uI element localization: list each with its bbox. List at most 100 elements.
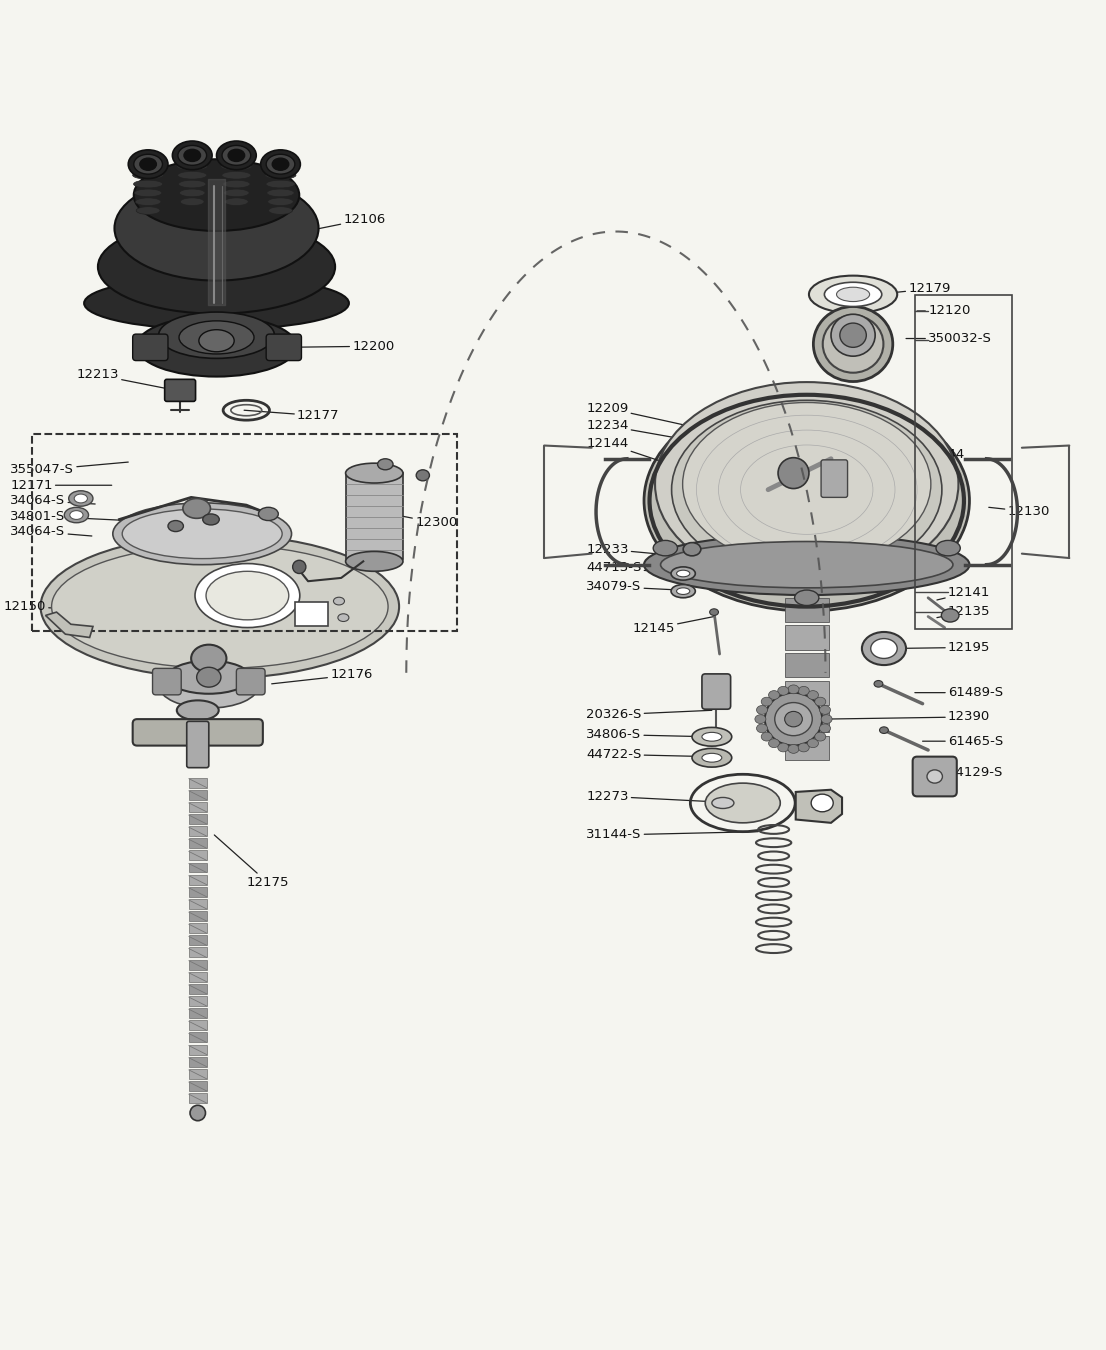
Ellipse shape: [167, 660, 250, 694]
Ellipse shape: [644, 535, 970, 595]
FancyBboxPatch shape: [189, 1008, 207, 1018]
Ellipse shape: [70, 510, 83, 520]
FancyBboxPatch shape: [784, 736, 828, 760]
FancyBboxPatch shape: [189, 936, 207, 945]
Ellipse shape: [135, 198, 160, 205]
Ellipse shape: [927, 769, 942, 783]
FancyBboxPatch shape: [189, 826, 207, 836]
Ellipse shape: [874, 680, 883, 687]
Ellipse shape: [794, 590, 818, 606]
Ellipse shape: [264, 162, 296, 170]
Ellipse shape: [815, 697, 826, 706]
Text: 34064-S: 34064-S: [10, 525, 92, 539]
Text: 355047-S: 355047-S: [10, 462, 128, 477]
Text: 12195: 12195: [889, 641, 990, 653]
Ellipse shape: [64, 508, 88, 522]
Ellipse shape: [824, 282, 881, 306]
FancyBboxPatch shape: [189, 863, 207, 872]
Ellipse shape: [178, 146, 207, 165]
Text: 34064-S: 34064-S: [10, 494, 95, 508]
Ellipse shape: [820, 724, 831, 733]
Text: 61465-S: 61465-S: [922, 734, 1003, 748]
FancyBboxPatch shape: [784, 625, 828, 649]
Text: 20326-S: 20326-S: [586, 709, 712, 721]
Ellipse shape: [134, 154, 163, 174]
Ellipse shape: [821, 714, 832, 724]
FancyBboxPatch shape: [189, 1021, 207, 1030]
Ellipse shape: [222, 180, 250, 188]
Ellipse shape: [799, 686, 810, 695]
Ellipse shape: [778, 686, 789, 695]
Ellipse shape: [180, 198, 205, 205]
Ellipse shape: [222, 146, 251, 165]
Ellipse shape: [176, 154, 209, 162]
Text: 34079-S: 34079-S: [586, 580, 680, 593]
Ellipse shape: [684, 543, 701, 556]
Text: 44722-S: 44722-S: [586, 748, 710, 761]
Ellipse shape: [807, 691, 818, 699]
Ellipse shape: [787, 744, 799, 753]
FancyBboxPatch shape: [189, 923, 207, 933]
FancyBboxPatch shape: [189, 948, 207, 957]
Text: 12150: 12150: [3, 601, 70, 613]
Text: 34129-S: 34129-S: [930, 765, 1003, 779]
Ellipse shape: [265, 171, 296, 180]
Text: 31144-S: 31144-S: [586, 829, 759, 841]
Ellipse shape: [259, 508, 279, 521]
Ellipse shape: [139, 158, 156, 170]
FancyBboxPatch shape: [189, 838, 207, 848]
Ellipse shape: [222, 171, 251, 180]
Text: 12209: 12209: [586, 401, 728, 435]
Ellipse shape: [202, 514, 219, 525]
Text: 12177: 12177: [244, 409, 340, 423]
Ellipse shape: [158, 312, 274, 358]
FancyBboxPatch shape: [784, 598, 828, 622]
Ellipse shape: [813, 306, 893, 382]
Ellipse shape: [769, 691, 780, 699]
Ellipse shape: [134, 159, 300, 231]
Ellipse shape: [706, 783, 780, 824]
Ellipse shape: [831, 315, 875, 356]
Ellipse shape: [677, 587, 690, 594]
FancyBboxPatch shape: [189, 814, 207, 824]
Ellipse shape: [178, 171, 207, 180]
FancyBboxPatch shape: [189, 1081, 207, 1091]
Ellipse shape: [191, 645, 227, 672]
Text: 12144: 12144: [922, 448, 964, 498]
Ellipse shape: [787, 684, 799, 694]
Ellipse shape: [808, 275, 897, 313]
FancyBboxPatch shape: [189, 802, 207, 811]
FancyBboxPatch shape: [784, 680, 828, 705]
Ellipse shape: [345, 551, 403, 571]
Ellipse shape: [179, 321, 254, 354]
Text: 12145: 12145: [633, 617, 714, 634]
Text: 12300: 12300: [396, 516, 458, 529]
FancyBboxPatch shape: [189, 960, 207, 969]
Ellipse shape: [769, 738, 780, 748]
Ellipse shape: [778, 743, 789, 752]
Ellipse shape: [136, 316, 296, 377]
Ellipse shape: [217, 140, 257, 170]
Ellipse shape: [671, 567, 696, 580]
Text: 12144: 12144: [586, 437, 680, 467]
Ellipse shape: [41, 535, 399, 678]
Ellipse shape: [195, 563, 300, 628]
Ellipse shape: [761, 732, 772, 741]
Ellipse shape: [712, 798, 734, 809]
FancyBboxPatch shape: [189, 911, 207, 921]
FancyBboxPatch shape: [267, 333, 302, 360]
Ellipse shape: [333, 597, 344, 605]
Ellipse shape: [377, 459, 393, 470]
Ellipse shape: [133, 171, 164, 180]
Ellipse shape: [337, 614, 348, 621]
FancyBboxPatch shape: [189, 850, 207, 860]
Ellipse shape: [159, 664, 259, 709]
Bar: [32, 435, 457, 630]
Ellipse shape: [225, 198, 248, 205]
Text: 12390: 12390: [822, 710, 990, 724]
FancyBboxPatch shape: [237, 668, 265, 695]
Ellipse shape: [84, 277, 348, 329]
Ellipse shape: [268, 198, 293, 205]
Ellipse shape: [839, 323, 866, 347]
Ellipse shape: [190, 1106, 206, 1120]
